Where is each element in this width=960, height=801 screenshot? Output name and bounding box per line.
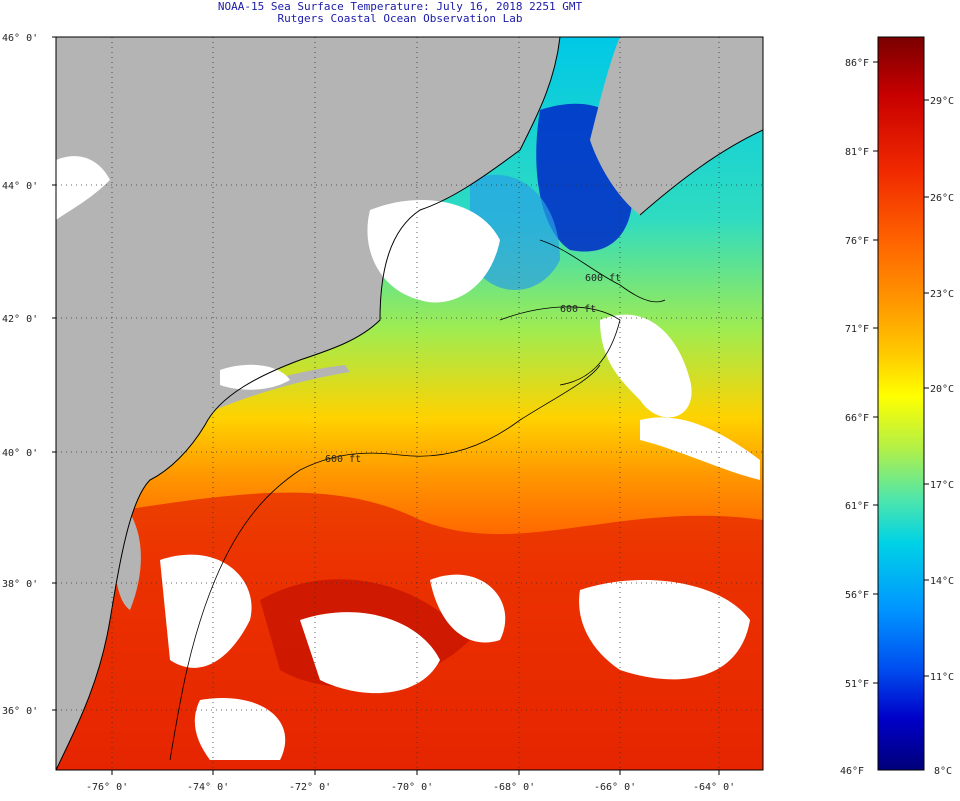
colorbar-ticks <box>873 61 929 684</box>
cbar-f-46: 46°F <box>840 766 864 777</box>
isobath-600ft-banks <box>499 306 621 386</box>
lon-label-74: -74° 0' <box>187 782 229 793</box>
cbar-f-61: 61°F <box>845 501 869 512</box>
lon-label-64: -64° 0' <box>693 782 735 793</box>
axis-ticks <box>52 36 720 775</box>
graticule <box>56 37 763 770</box>
cbar-c-14: 14°C <box>930 576 954 587</box>
lon-label-72: -72° 0' <box>289 782 331 793</box>
cbar-f-56: 56°F <box>845 590 869 601</box>
cbar-c-26: 26°C <box>930 193 954 204</box>
coastline-east <box>639 129 764 216</box>
cbar-f-86: 86°F <box>845 58 869 69</box>
cloud-cover <box>56 156 760 760</box>
cbar-c-23: 23°C <box>930 289 954 300</box>
map-title: NOAA-15 Sea Surface Temperature: July 16… <box>217 0 583 13</box>
lat-label-36: 36° 0' <box>2 706 38 717</box>
isobath-600ft <box>169 364 601 761</box>
cbar-f-81: 81°F <box>845 147 869 158</box>
lat-label-42: 42° 0' <box>2 314 38 325</box>
map-subtitle: Rutgers Coastal Ocean Observation Lab <box>277 12 523 25</box>
coastline <box>55 36 561 771</box>
lon-label-76: -76° 0' <box>86 782 128 793</box>
cbar-c-11: 11°C <box>930 672 954 683</box>
cbar-c-17: 17°C <box>930 480 954 491</box>
long-island <box>205 365 350 412</box>
cbar-c-29: 29°C <box>930 96 954 107</box>
isobath-600ft-gom <box>539 239 666 303</box>
contour-label-600ft-b: 600 ft <box>560 304 596 315</box>
map-frame <box>55 36 764 771</box>
land-east <box>590 37 763 215</box>
lat-label-38: 38° 0' <box>2 579 38 590</box>
cbar-c-8: 8°C <box>934 766 952 777</box>
cbar-f-51: 51°F <box>845 679 869 690</box>
colorbar <box>877 36 925 771</box>
cbar-f-76: 76°F <box>845 236 869 247</box>
cbar-f-66: 66°F <box>845 413 869 424</box>
lat-label-40: 40° 0' <box>2 448 38 459</box>
land-west <box>56 37 560 770</box>
lat-label-46: 46° 0' <box>2 33 38 44</box>
contour-label-600ft-a: 600 ft <box>325 454 361 465</box>
lon-label-70: -70° 0' <box>391 782 433 793</box>
contour-label-600ft-c: 600 ft <box>585 273 621 284</box>
delmarva <box>114 500 141 610</box>
cbar-f-71: 71°F <box>845 324 869 335</box>
lon-label-66: -66° 0' <box>594 782 636 793</box>
cbar-c-20: 20°C <box>930 384 954 395</box>
lat-label-44: 44° 0' <box>2 181 38 192</box>
lon-label-68: -68° 0' <box>493 782 535 793</box>
